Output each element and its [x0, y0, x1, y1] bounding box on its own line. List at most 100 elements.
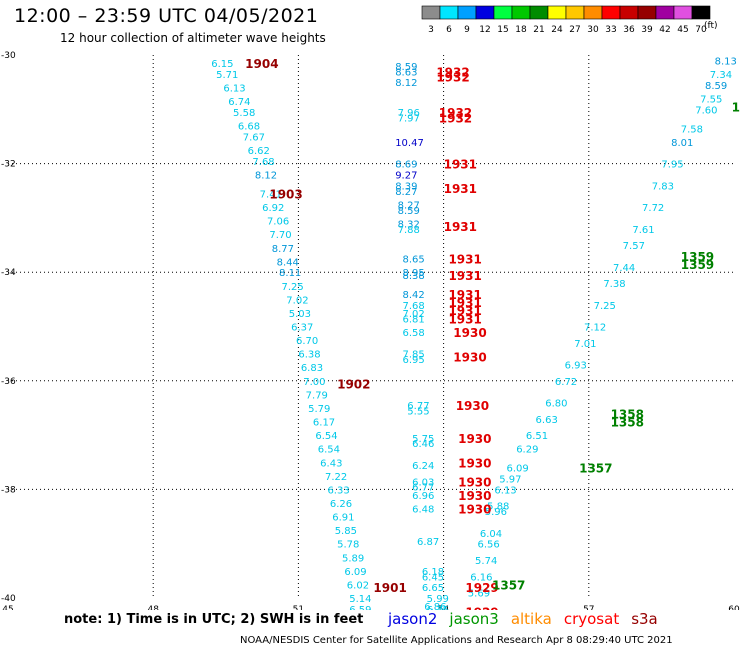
footnote: note: 1) Time is in UTC; 2) SWH is in fe…: [64, 612, 364, 627]
x-tick-label: 60: [728, 605, 740, 610]
swh-value: 5.74: [475, 556, 497, 567]
swh-value: 5.03: [289, 309, 311, 320]
time-label-cryosat: 1930: [458, 502, 491, 516]
time-label-cryosat: 1930: [453, 326, 486, 340]
time-label-cryosat: 1931: [448, 288, 481, 302]
swh-value: 8.38: [402, 271, 424, 282]
time-labels: 1904190319021901193219321932193219311931…: [245, 57, 740, 610]
time-label-cryosat: 1931: [448, 253, 481, 267]
chart-subtitle: 12 hour collection of altimeter wave hei…: [60, 31, 326, 45]
swh-value: 6.74: [228, 97, 250, 108]
swh-value: 5.69: [468, 589, 490, 600]
swh-value: 8.11: [279, 268, 301, 279]
time-label-cryosat: 1931: [444, 158, 477, 172]
swh-value: 6.77: [412, 483, 434, 494]
swh-value: 6.48: [412, 504, 434, 515]
scale-label-12: 12: [479, 25, 490, 35]
swh-value: 5.96: [485, 507, 507, 518]
scale-label-15: 15: [497, 25, 508, 35]
swh-value: 6.45: [422, 572, 444, 583]
time-label-cryosat: 1932: [439, 106, 472, 120]
time-label-jason3: 1357: [492, 578, 525, 592]
swh-value: 8.44: [277, 257, 299, 268]
swh-value: 5.79: [308, 404, 330, 415]
swh-value: 6.68: [238, 122, 260, 133]
y-tick-label: -38: [1, 485, 16, 495]
time-label-jason3: 1358: [611, 416, 644, 430]
series-jason3: 7.066.575.696.165.746.566.045.965.886.13…: [468, 56, 737, 600]
credit-line: NOAA/NESDIS Center for Satellite Applica…: [240, 635, 673, 646]
time-label-jason3: 1357: [579, 462, 612, 476]
swh-value: 7.79: [306, 390, 328, 401]
swh-value: 8.59: [395, 62, 417, 73]
swh-value: 6.51: [526, 431, 548, 442]
time-label-cryosat: 1931: [444, 182, 477, 196]
x-tick-label: 48: [147, 605, 159, 610]
x-tick-label: 57: [583, 605, 594, 610]
swh-value: 8.01: [671, 138, 693, 149]
wave-height-color-scale: 3 6 9 12 15 18 21 24 27 30 33 36 39 42 45 70: [421, 5, 711, 35]
swh-value: 7.25: [594, 301, 616, 312]
scale-unit-label: (ft): [704, 21, 718, 31]
swh-value: 6.96: [412, 491, 434, 502]
swh-value: 8.42: [402, 290, 424, 301]
grid: [8, 55, 734, 598]
swh-value: 7.44: [613, 263, 635, 274]
swh-value: 6.70: [296, 336, 318, 347]
time-label-s3a: 1904: [245, 57, 278, 71]
swh-value: 7.60: [695, 105, 717, 116]
swh-value: 6.86: [424, 602, 446, 610]
swh-value: 9.27: [395, 170, 417, 181]
time-label-cryosat: 1932: [439, 111, 472, 125]
scale-label-42: 42: [659, 25, 670, 35]
time-label-cryosat: 1931: [444, 220, 477, 234]
swh-value: 7.55: [700, 94, 722, 105]
swh-value: 7.38: [603, 279, 625, 290]
swh-value: 5.99: [427, 594, 449, 605]
time-label-s3a: 1902: [337, 378, 370, 392]
swh-value: 8.12: [255, 170, 277, 181]
swh-value: 6.63: [536, 415, 558, 426]
swh-value: 6.56: [477, 540, 499, 551]
satellite-legend: jason2 jason3 altika cryosat s3a: [388, 610, 670, 628]
scale-label-9: 9: [464, 25, 470, 35]
swh-value: 7.85: [402, 350, 424, 361]
swh-value: 7.25: [281, 282, 303, 293]
scale-label-30: 30: [587, 25, 599, 35]
y-tick-label: -32: [1, 160, 16, 170]
time-label-cryosat: 1931: [448, 304, 481, 318]
swh-value: 6.58: [402, 328, 424, 339]
y-tick-label: -30: [1, 51, 16, 61]
swh-value: 7.34: [710, 70, 732, 81]
swh-value: 7.83: [652, 181, 674, 192]
time-label-cryosat: 1930: [458, 489, 491, 503]
time-label-s3a: 1901: [373, 581, 406, 595]
swh-value: 6.87: [417, 537, 439, 548]
time-label-cryosat: 1932: [436, 65, 469, 79]
swh-value: 5.75: [412, 434, 434, 445]
swh-value: 6.95: [402, 355, 424, 366]
scale-label-45: 45: [677, 25, 688, 35]
time-label-cryosat: 1931: [448, 269, 481, 283]
swh-value: 6.15: [211, 59, 233, 70]
swh-value: 6.77: [407, 401, 429, 412]
swh-value: 6.29: [516, 445, 538, 456]
chart-title: 12:00 – 23:59 UTC 04/05/2021: [14, 5, 319, 27]
swh-value: 6.13: [494, 485, 516, 496]
time-label-jason3: 140: [732, 101, 740, 115]
scale-label-6: 6: [446, 25, 452, 35]
swh-value: 6.80: [545, 399, 567, 410]
altimeter-plot: 45 48 51 54 57 60-30-32-34-36-38-406.155.716.…: [1, 51, 740, 610]
time-label-cryosat: 1932: [436, 71, 469, 85]
y-tick-label: -36: [1, 377, 16, 387]
time-label-jason3: 1359: [681, 258, 714, 272]
legend-s3a: s3a: [631, 610, 658, 628]
swh-value: 6.72: [555, 377, 577, 388]
swh-value: 6.18: [422, 567, 444, 578]
swh-value: 7.95: [661, 160, 683, 171]
swh-value: 8.12: [395, 78, 417, 89]
swh-value: 6.24: [412, 461, 434, 472]
swh-value: 7.00: [303, 377, 325, 388]
swh-value: 7.58: [681, 124, 703, 135]
swh-value: 6.16: [470, 572, 492, 583]
